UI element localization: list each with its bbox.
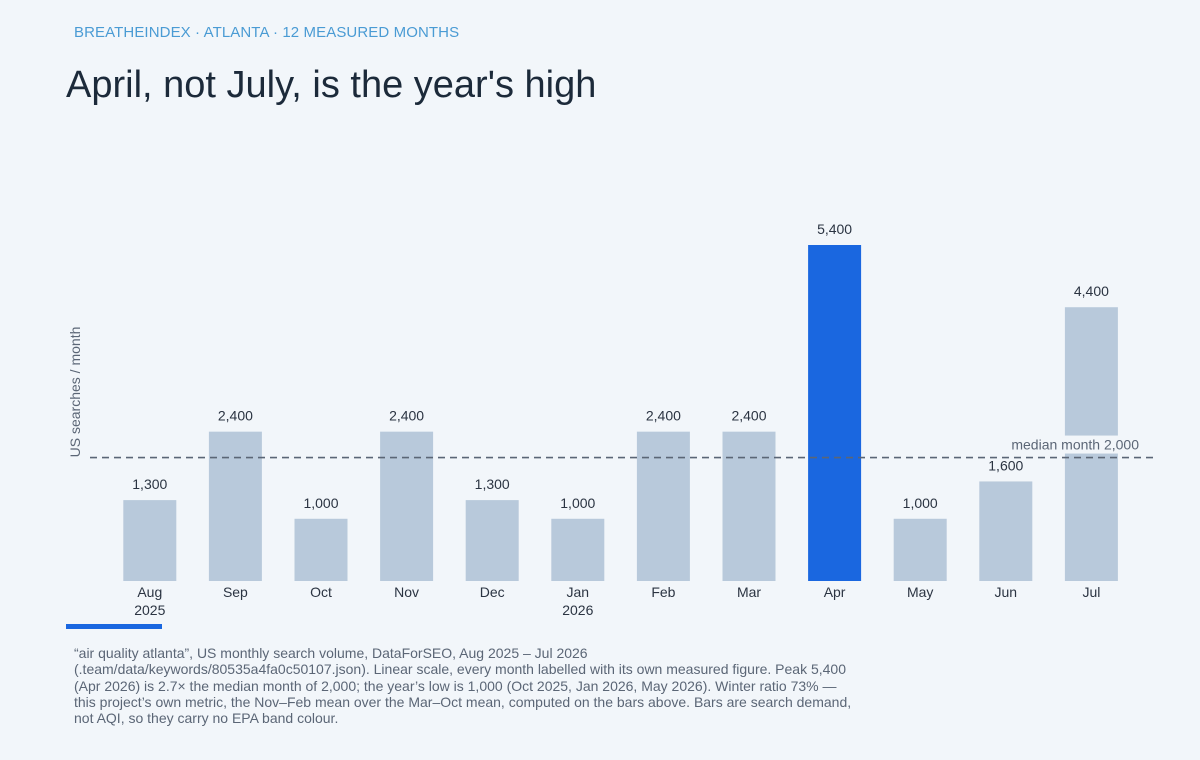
x-tick-label: Dec (480, 584, 505, 600)
data-label: 1,000 (303, 495, 338, 511)
x-tick-label: Mar (737, 584, 761, 600)
x-tick-label: Oct (310, 584, 332, 600)
data-label: 2,400 (646, 408, 681, 424)
y-axis-label: US searches / month (67, 327, 83, 458)
bar (465, 500, 519, 581)
bar-highlight (808, 245, 862, 581)
bar (551, 518, 605, 581)
x-tick-label: May (907, 584, 933, 600)
accent-rule (66, 624, 162, 629)
median-label-background (1007, 435, 1144, 454)
median-label: median month 2,000 (1011, 437, 1139, 453)
data-label: 2,400 (389, 408, 424, 424)
bar-chart: US searches / month 1,300 Aug 2025 2,400 Sep 1… (67, 221, 1153, 618)
caption-line: (Apr 2026) is 2.7× the median month of 2… (74, 677, 837, 694)
x-tick-label: Jun (995, 584, 1018, 600)
data-label: 2,400 (731, 408, 766, 424)
data-label: 2,400 (218, 408, 253, 424)
x-tick-label: Apr (824, 584, 846, 600)
data-label: 1,300 (475, 476, 510, 492)
x-tick-label: Jan (567, 584, 590, 600)
bar (893, 518, 947, 581)
chart-title: April, not July, is the year's high (66, 64, 597, 106)
data-label: 1,300 (132, 476, 167, 492)
bar (208, 431, 262, 581)
chart-caption: “air quality atlanta”, US monthly search… (74, 645, 904, 726)
bar (636, 431, 690, 581)
caption-line: this project’s own metric, the Nov–Feb m… (74, 693, 852, 710)
caption-line: not AQI, so they carry no EPA band colou… (74, 710, 339, 727)
bar (722, 431, 776, 581)
x-tick-sublabel: 2026 (562, 602, 593, 618)
data-label: 1,000 (903, 495, 938, 511)
x-tick-label: Nov (394, 584, 419, 600)
data-label: 1,000 (560, 495, 595, 511)
caption-line: “air quality atlanta”, US monthly search… (74, 645, 588, 661)
bar (380, 431, 434, 581)
x-tick-sublabel: 2025 (134, 602, 165, 618)
x-tick-label: Aug (137, 584, 162, 600)
x-tick-label: Feb (651, 584, 675, 600)
x-tick-label: Sep (223, 584, 248, 600)
bar (294, 518, 348, 581)
bar (979, 481, 1033, 581)
data-label: 4,400 (1074, 283, 1109, 299)
chart-kicker: BREATHEINDEX · ATLANTA · 12 MEASURED MON… (74, 24, 460, 41)
x-tick-label: Jul (1082, 584, 1100, 600)
median-label-value: 2,000 (1104, 437, 1139, 453)
bar (123, 500, 177, 581)
data-label: 5,400 (817, 221, 852, 237)
median-label-text: median month (1011, 437, 1104, 453)
caption-line: (.team/data/keywords/80535a4fa0c50107.js… (74, 661, 847, 678)
data-label: 1,600 (988, 457, 1023, 473)
